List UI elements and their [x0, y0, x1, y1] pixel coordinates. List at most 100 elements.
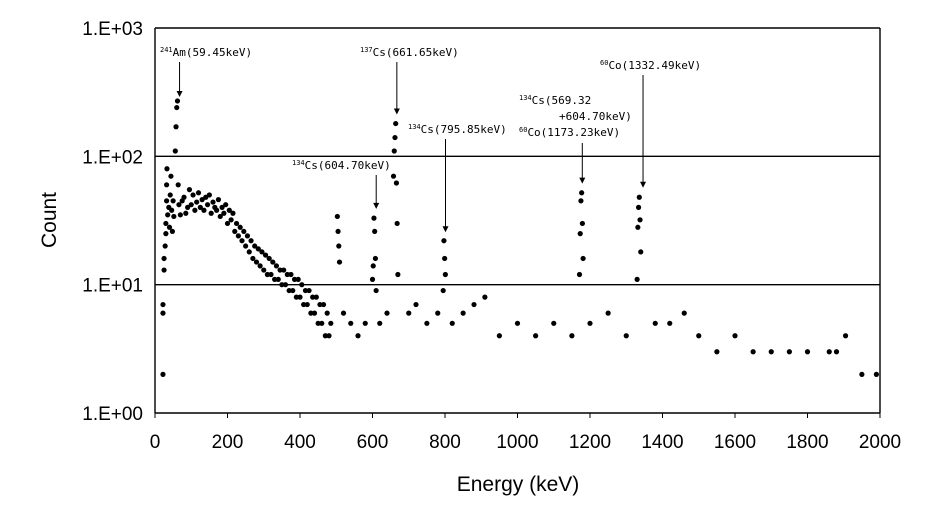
data-point	[424, 320, 430, 326]
data-point	[394, 220, 400, 227]
data-point	[188, 202, 194, 208]
data-point	[277, 267, 283, 273]
data-point	[291, 276, 298, 282]
grid-lines	[154, 27, 881, 414]
peak-label: 137Cs(661.65keV)	[360, 46, 459, 59]
data-point	[190, 192, 196, 198]
data-point	[348, 320, 354, 326]
data-point	[160, 310, 166, 316]
data-point	[290, 287, 296, 294]
data-point	[169, 228, 175, 235]
y-tick-label: 1.E+00	[82, 404, 143, 425]
x-tick-label: 1800	[786, 432, 828, 453]
x-tick-label: 200	[212, 432, 244, 453]
data-point	[201, 207, 207, 213]
data-point	[248, 238, 254, 244]
data-point	[284, 271, 290, 278]
data-point	[355, 333, 361, 339]
data-point	[377, 320, 383, 326]
data-point	[208, 210, 214, 216]
data-point	[233, 220, 240, 227]
data-point	[174, 98, 181, 104]
data-point	[268, 271, 274, 278]
data-point	[315, 320, 321, 326]
data-point	[170, 198, 176, 204]
data-point	[270, 259, 276, 265]
data-point	[369, 276, 376, 282]
data-point	[514, 320, 521, 326]
data-point	[826, 349, 832, 355]
data-point	[326, 333, 332, 339]
data-point	[206, 192, 212, 198]
data-point	[449, 320, 455, 326]
x-tick-label: 1400	[641, 432, 683, 453]
data-point	[162, 243, 168, 249]
data-point	[302, 287, 309, 294]
data-point	[440, 287, 446, 294]
data-point	[160, 371, 166, 377]
x-tick-label: 2000	[859, 432, 901, 453]
peak-label: 134Cs(569.32	[519, 94, 591, 107]
data-point	[842, 333, 849, 339]
data-point	[384, 310, 390, 316]
data-point	[533, 333, 539, 339]
data-point	[246, 249, 252, 255]
data-point	[322, 333, 328, 339]
annotation-arrowhead	[373, 202, 380, 209]
data-point	[370, 263, 376, 269]
data-point	[239, 238, 245, 244]
data-point	[174, 104, 180, 111]
data-point	[219, 204, 225, 210]
data-point	[580, 255, 586, 262]
x-tick-label: 1200	[569, 432, 611, 453]
data-point	[317, 301, 323, 308]
data-point	[288, 271, 294, 278]
data-point	[172, 148, 178, 154]
data-point	[634, 276, 640, 282]
data-point	[273, 263, 280, 269]
data-point	[551, 320, 557, 326]
data-point	[578, 198, 584, 204]
data-point	[221, 210, 227, 216]
y-tick-label: 1.E+02	[82, 147, 143, 168]
data-point	[605, 310, 611, 316]
data-point	[161, 267, 167, 273]
data-point	[226, 207, 232, 213]
data-point	[750, 349, 756, 355]
data-point	[223, 202, 229, 208]
data-point	[328, 320, 334, 326]
data-point	[163, 231, 169, 237]
data-point	[259, 249, 265, 255]
data-point	[253, 259, 260, 265]
data-point	[373, 287, 379, 294]
annotation-arrowhead	[442, 226, 449, 233]
data-point	[210, 199, 216, 205]
data-point	[243, 243, 249, 249]
data-point	[859, 371, 865, 377]
data-point	[324, 310, 330, 316]
data-point	[177, 212, 183, 218]
data-point	[232, 228, 238, 235]
data-point	[391, 148, 397, 154]
data-point	[181, 194, 187, 200]
data-point	[873, 371, 879, 377]
data-point	[255, 246, 261, 252]
data-point	[393, 180, 400, 186]
data-point	[576, 271, 583, 278]
data-point	[623, 333, 629, 339]
data-point	[167, 192, 173, 198]
data-point	[171, 213, 177, 220]
data-point	[579, 220, 585, 227]
data-point	[299, 282, 305, 288]
data-point	[164, 198, 170, 204]
data-point	[165, 212, 171, 218]
data-point	[175, 182, 181, 188]
y-tick-label: 1.E+01	[82, 276, 143, 297]
data-point	[587, 320, 593, 326]
data-point	[185, 204, 191, 210]
data-point	[320, 301, 327, 308]
data-point	[164, 182, 170, 188]
data-point	[681, 310, 687, 316]
annotation-arrowhead	[176, 90, 183, 97]
data-point	[335, 228, 341, 235]
